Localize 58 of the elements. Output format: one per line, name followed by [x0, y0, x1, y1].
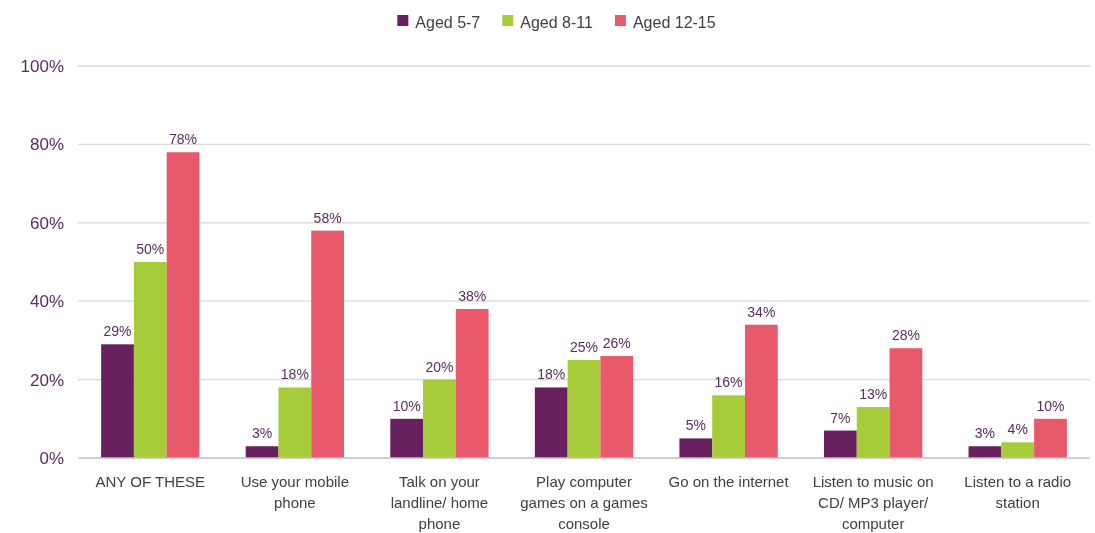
- y-tick-label: 60%: [29, 213, 64, 233]
- bar: [856, 407, 890, 458]
- x-tick-label: Talk on your landline/ home phone: [390, 473, 489, 532]
- bar: [455, 309, 489, 458]
- data-label: 4%: [1007, 421, 1028, 438]
- bar: [968, 446, 1002, 458]
- data-label: 7%: [830, 409, 851, 426]
- data-label: 26%: [602, 335, 631, 352]
- data-label: 38%: [458, 288, 487, 305]
- bar: [166, 152, 200, 458]
- bar: [423, 379, 456, 458]
- bar: [712, 395, 745, 458]
- x-tick-label: Use your mobile phone: [240, 473, 350, 511]
- x-tick-label: Go on the internet: [668, 473, 790, 490]
- data-label: 28%: [891, 327, 920, 344]
- bar: [567, 360, 601, 458]
- bar: [823, 430, 857, 458]
- bar: [278, 387, 312, 458]
- data-label: 78%: [169, 131, 198, 148]
- bar: [245, 446, 279, 458]
- y-tick-label: 80%: [29, 135, 64, 155]
- bar: [133, 262, 167, 458]
- bar: [390, 418, 424, 458]
- data-label: 3%: [974, 425, 996, 442]
- bar: [744, 324, 778, 458]
- data-label: 10%: [392, 397, 421, 414]
- x-tick-label: Listen to a radio station: [964, 473, 1072, 511]
- bar: [889, 348, 923, 458]
- bar: [534, 387, 568, 458]
- bar: [101, 344, 134, 458]
- x-tick-label: ANY OF THESE: [95, 473, 206, 490]
- bar: [679, 438, 713, 458]
- data-label: 18%: [537, 366, 566, 383]
- data-label: 10%: [1036, 397, 1065, 414]
- y-tick-label: 40%: [29, 292, 64, 312]
- data-label: 3%: [251, 425, 273, 442]
- legend-label: Aged 12-15: [632, 13, 716, 31]
- data-label: 58%: [313, 209, 342, 226]
- data-label: 20%: [425, 358, 454, 375]
- data-label: 13%: [859, 386, 888, 403]
- bar: [311, 230, 345, 458]
- y-tick-label: 20%: [29, 370, 64, 390]
- data-label: 5%: [685, 417, 706, 434]
- bar: [1001, 442, 1035, 458]
- data-label: 16%: [714, 374, 743, 391]
- legend-label: Aged 8-11: [520, 13, 594, 31]
- legend-label: Aged 5-7: [415, 13, 481, 31]
- bar: [1034, 418, 1067, 458]
- x-tick-label: Play computer games on a games console: [520, 473, 648, 532]
- data-label: 50%: [136, 241, 165, 257]
- data-label: 25%: [569, 339, 599, 355]
- data-label: 29%: [103, 323, 132, 340]
- data-label: 18%: [280, 366, 309, 383]
- x-tick-label: Listen to music on CD/ MP3 player/ computer: [812, 473, 934, 532]
- y-tick-label: 0%: [39, 448, 64, 468]
- y-tick-label: 100%: [20, 56, 64, 76]
- bar: [600, 356, 634, 458]
- data-label: 34%: [747, 303, 776, 320]
